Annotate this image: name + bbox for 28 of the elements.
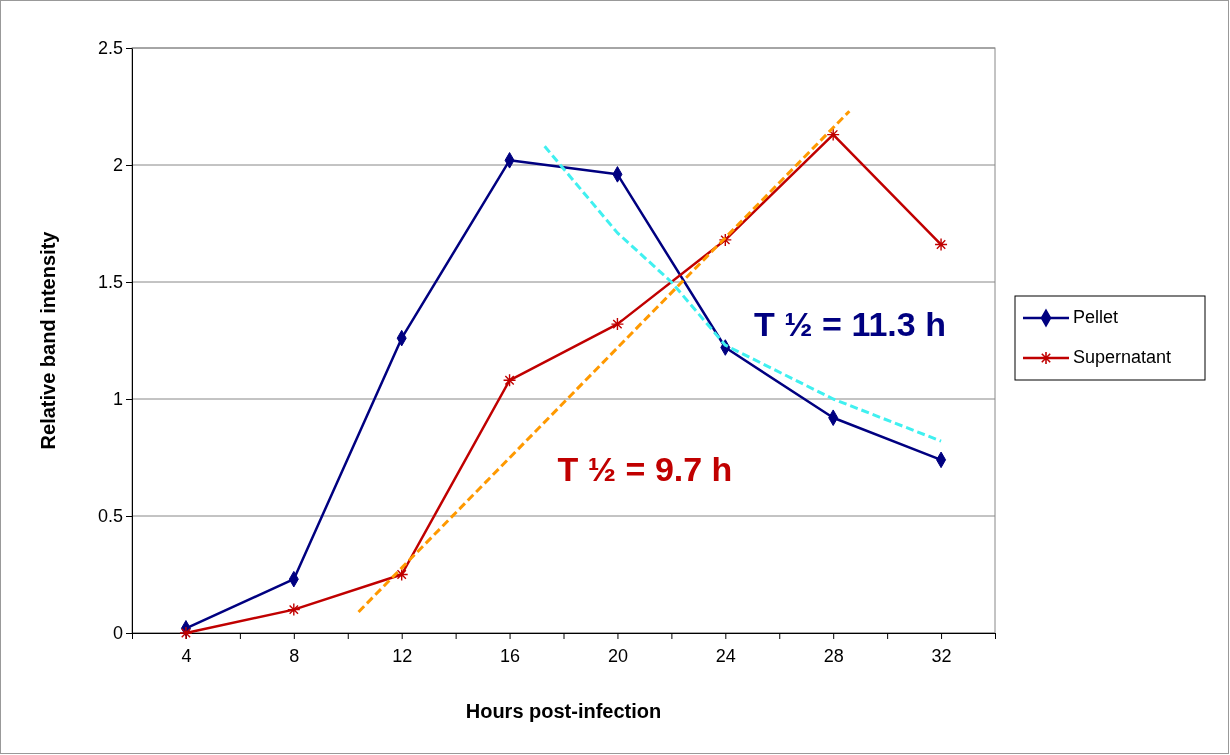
point [502,373,517,387]
annotation: T ½ = 11.3 h [754,304,946,343]
y-tick-label: 2.5 [97,38,123,59]
y-tick-label: 0.5 [97,506,123,527]
y-tick-label: 2 [112,155,123,176]
x-tick-label: 8 [289,645,300,666]
point [287,602,301,617]
legend-label: Supernatant [1073,346,1172,367]
annotation: T ½ = 9.7 h [557,449,733,488]
y-tick-label: 1 [112,389,123,410]
line-series [543,144,943,443]
point [934,237,948,252]
y-tick-label: 1.5 [97,272,123,293]
x-tick-label: 4 [181,645,192,666]
point [610,317,625,331]
x-tick-label: 20 [607,645,628,666]
x-tick-label: 24 [715,645,736,666]
y-tick-label: 0 [112,623,123,644]
x-axis-title: Hours post-infection [465,700,662,722]
legend-label: Pellet [1073,306,1119,327]
y-axis-title: Relative band intensity [37,230,59,450]
point [718,233,733,247]
point [179,626,193,640]
x-tick-label: 12 [392,645,413,666]
x-tick-label: 28 [823,645,844,666]
x-tick-label: 16 [500,645,521,666]
x-tick-label: 32 [931,645,952,666]
point [826,127,840,142]
